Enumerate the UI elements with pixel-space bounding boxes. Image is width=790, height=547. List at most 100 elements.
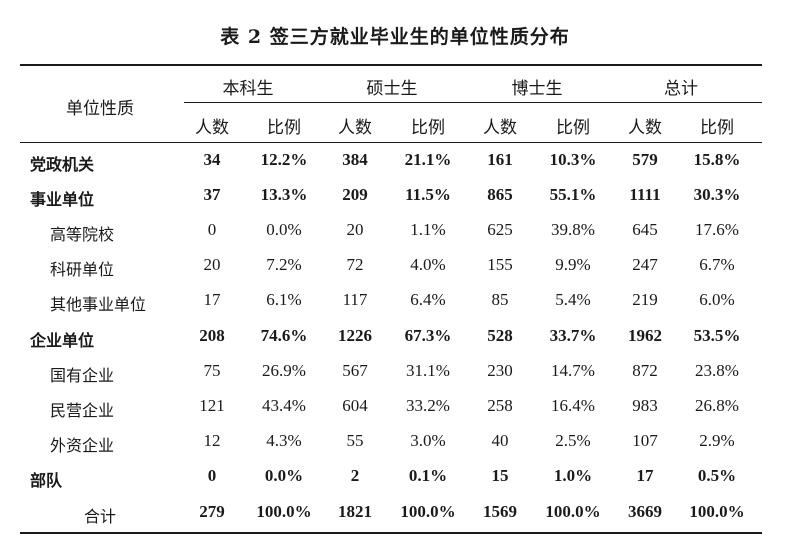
ratio-cell: 53.5% bbox=[693, 326, 741, 345]
ratio-cell: 30.3% bbox=[693, 185, 741, 204]
count-cell: 247 bbox=[632, 255, 658, 274]
count-cell: 2 bbox=[350, 466, 360, 485]
ratio-cell: 0.0% bbox=[264, 466, 304, 485]
ratio-cell: 15.8% bbox=[693, 150, 741, 169]
count-cell: 72 bbox=[346, 255, 364, 274]
row-label: 民营企业 bbox=[50, 401, 115, 420]
group-header: 硕士生 bbox=[366, 79, 418, 99]
ratio-cell: 0.1% bbox=[408, 466, 448, 485]
group-header-rule bbox=[184, 102, 762, 103]
count-cell: 40 bbox=[491, 431, 509, 450]
ratio-cell: 5.4% bbox=[555, 290, 591, 309]
count-cell: 17 bbox=[203, 290, 221, 309]
count-cell: 625 bbox=[487, 220, 513, 239]
count-cell: 258 bbox=[487, 396, 513, 415]
ratio-cell: 1.0% bbox=[553, 466, 593, 485]
count-cell: 15 bbox=[491, 466, 509, 485]
ratio-cell: 55.1% bbox=[549, 185, 597, 204]
count-cell: 1569 bbox=[483, 502, 517, 521]
row-label: 党政机关 bbox=[30, 155, 95, 174]
count-cell: 75 bbox=[203, 361, 221, 380]
count-cell: 55 bbox=[346, 431, 364, 450]
ratio-cell: 4.3% bbox=[266, 431, 302, 450]
count-cell: 107 bbox=[632, 431, 658, 450]
ratio-cell: 12.2% bbox=[260, 150, 308, 169]
ratio-cell: 33.7% bbox=[549, 326, 597, 345]
count-cell: 3669 bbox=[628, 502, 662, 521]
row-label-header: 单位性质 bbox=[66, 99, 134, 119]
row-label: 高等院校 bbox=[50, 225, 115, 244]
count-cell: 12 bbox=[203, 431, 221, 450]
row-label: 外资企业 bbox=[50, 436, 115, 455]
ratio-cell: 3.0% bbox=[410, 431, 446, 450]
row-label: 企业单位 bbox=[30, 331, 95, 350]
count-cell: 208 bbox=[199, 326, 225, 345]
count-cell: 579 bbox=[632, 150, 658, 169]
ratio-header: 比例 bbox=[411, 118, 445, 138]
count-cell: 121 bbox=[199, 396, 225, 415]
ratio-header: 比例 bbox=[267, 118, 301, 138]
count-cell: 209 bbox=[342, 185, 368, 204]
ratio-header: 比例 bbox=[556, 118, 590, 138]
group-header: 本科生 bbox=[222, 79, 274, 99]
count-cell: 872 bbox=[632, 361, 658, 380]
row-label: 部队 bbox=[30, 471, 63, 490]
count-cell: 20 bbox=[346, 220, 364, 239]
group-header: 总计 bbox=[664, 79, 698, 99]
ratio-header: 比例 bbox=[700, 118, 734, 138]
table-title: 表 2 签三方就业毕业生的单位性质分布 bbox=[220, 26, 570, 48]
ratio-cell: 14.7% bbox=[551, 361, 595, 380]
row-label: 科研单位 bbox=[50, 260, 115, 279]
count-cell: 0 bbox=[207, 220, 217, 239]
count-cell: 279 bbox=[199, 502, 225, 521]
top-rule bbox=[20, 64, 762, 66]
count-cell: 1821 bbox=[338, 502, 372, 521]
group-header: 博士生 bbox=[511, 79, 563, 99]
ratio-cell: 74.6% bbox=[260, 326, 308, 345]
ratio-cell: 6.4% bbox=[410, 290, 446, 309]
ratio-cell: 1.1% bbox=[410, 220, 446, 239]
count-cell: 384 bbox=[342, 150, 368, 169]
ratio-cell: 0.0% bbox=[266, 220, 302, 239]
row-label: 合计 bbox=[84, 507, 117, 526]
ratio-cell: 16.4% bbox=[551, 396, 595, 415]
ratio-cell: 2.5% bbox=[555, 431, 591, 450]
count-header: 人数 bbox=[483, 118, 517, 138]
ratio-cell: 4.0% bbox=[410, 255, 446, 274]
count-cell: 528 bbox=[487, 326, 513, 345]
ratio-cell: 10.3% bbox=[549, 150, 597, 169]
ratio-cell: 26.9% bbox=[262, 361, 306, 380]
header-bottom-rule bbox=[20, 142, 762, 143]
ratio-cell: 26.8% bbox=[695, 396, 739, 415]
row-label: 国有企业 bbox=[50, 366, 115, 385]
ratio-cell: 6.7% bbox=[699, 255, 735, 274]
ratio-cell: 17.6% bbox=[695, 220, 739, 239]
ratio-cell: 6.1% bbox=[266, 290, 302, 309]
ratio-cell: 33.2% bbox=[406, 396, 450, 415]
count-cell: 161 bbox=[487, 150, 513, 169]
ratio-cell: 7.2% bbox=[266, 255, 302, 274]
ratio-cell: 23.8% bbox=[695, 361, 739, 380]
row-label: 事业单位 bbox=[30, 190, 95, 209]
count-cell: 1111 bbox=[629, 185, 661, 204]
count-cell: 1962 bbox=[628, 326, 662, 345]
ratio-cell: 6.0% bbox=[699, 290, 735, 309]
count-cell: 117 bbox=[342, 290, 368, 309]
ratio-cell: 100.0% bbox=[545, 502, 601, 521]
count-header: 人数 bbox=[195, 118, 229, 138]
count-cell: 219 bbox=[632, 290, 658, 309]
count-cell: 155 bbox=[487, 255, 513, 274]
count-header: 人数 bbox=[338, 118, 372, 138]
count-cell: 604 bbox=[342, 396, 368, 415]
ratio-cell: 67.3% bbox=[404, 326, 452, 345]
ratio-cell: 31.1% bbox=[406, 361, 450, 380]
count-cell: 645 bbox=[632, 220, 658, 239]
count-cell: 0 bbox=[207, 466, 217, 485]
ratio-cell: 43.4% bbox=[262, 396, 306, 415]
ratio-cell: 100.0% bbox=[256, 502, 312, 521]
ratio-cell: 21.1% bbox=[404, 150, 452, 169]
ratio-cell: 9.9% bbox=[555, 255, 591, 274]
count-cell: 1226 bbox=[338, 326, 372, 345]
ratio-cell: 2.9% bbox=[699, 431, 735, 450]
ratio-cell: 100.0% bbox=[400, 502, 456, 521]
